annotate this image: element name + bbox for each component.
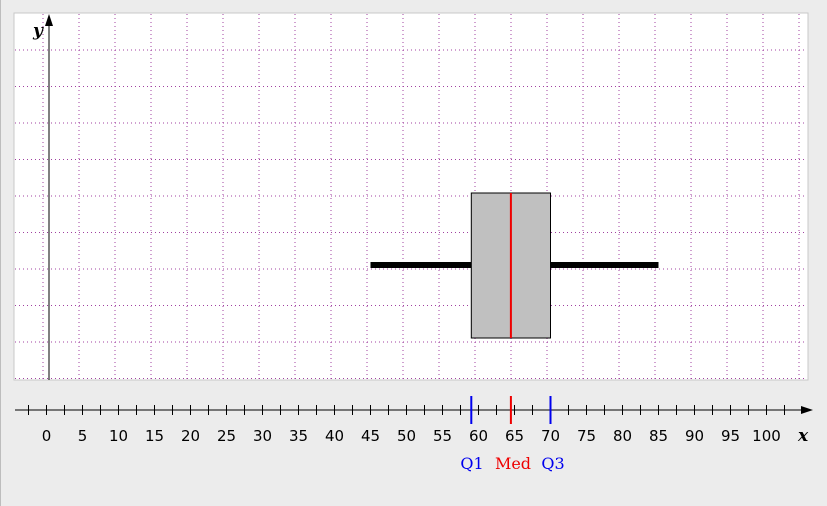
y-axis-label: y [32,21,44,41]
marker-med-label: Med [495,454,531,473]
marker-q3-label: Q3 [541,454,564,473]
x-tick-label: 25 [217,427,236,445]
x-axis-label: x [797,426,809,446]
x-tick-label: 15 [145,427,164,445]
x-tick-label: 70 [541,427,560,445]
x-tick-label: 95 [721,427,740,445]
x-axis-arrow [801,406,813,414]
x-tick-label: 10 [109,427,128,445]
x-tick-label: 100 [752,427,781,445]
y-axis-arrow [45,14,53,26]
x-tick-label: 85 [649,427,668,445]
x-tick-label: 5 [78,427,88,445]
x-tick-label: 0 [42,427,52,445]
x-tick-label: 60 [469,427,488,445]
x-tick-label: 30 [253,427,272,445]
x-tick-label: 55 [433,427,452,445]
x-tick-label: 45 [361,427,380,445]
x-tick-label: 65 [505,427,524,445]
marker-q1-label: Q1 [460,454,483,473]
x-tick-label: 35 [289,427,308,445]
x-tick-label: 75 [577,427,596,445]
x-tick-label: 40 [325,427,344,445]
x-tick-label: 90 [685,427,704,445]
x-tick-label: 80 [613,427,632,445]
x-tick-label: 50 [397,427,416,445]
x-tick-label: 20 [181,427,200,445]
